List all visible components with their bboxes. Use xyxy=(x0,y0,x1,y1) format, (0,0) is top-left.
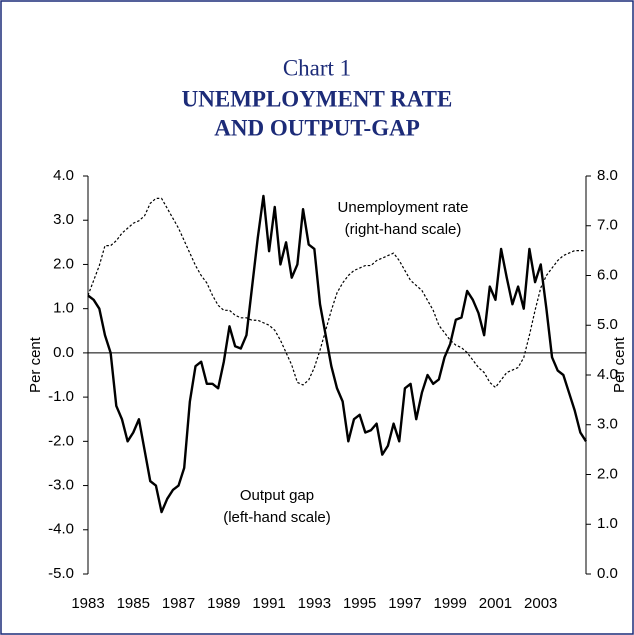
x-tick-label: 2003 xyxy=(524,595,557,612)
series-annotation: Output gap xyxy=(240,487,314,504)
y-tick-label: 1.0 xyxy=(53,300,74,317)
y2-tick-label: 8.0 xyxy=(597,167,618,184)
x-tick-label: 1991 xyxy=(252,595,285,612)
y-axis-label: Per cent xyxy=(27,336,44,393)
y2-tick-label: 5.0 xyxy=(597,316,618,333)
y2-tick-label: 2.0 xyxy=(597,465,618,482)
x-tick-label: 1983 xyxy=(71,595,104,612)
chart-subtitle: AND OUTPUT-GAP xyxy=(214,115,420,140)
x-tick-label: 1995 xyxy=(343,595,376,612)
series-annotation: (right-hand scale) xyxy=(345,221,462,238)
y2-axis-label: Per cent xyxy=(611,336,628,393)
y-tick-label: -5.0 xyxy=(48,565,74,582)
y-tick-label: -4.0 xyxy=(48,521,74,538)
x-tick-label: 1989 xyxy=(207,595,240,612)
x-tick-label: 1999 xyxy=(433,595,466,612)
x-tick-label: 1993 xyxy=(298,595,331,612)
y2-tick-label: 6.0 xyxy=(597,266,618,283)
y2-tick-label: 3.0 xyxy=(597,416,618,433)
x-tick-label: 1997 xyxy=(388,595,421,612)
y2-tick-label: 7.0 xyxy=(597,217,618,234)
y-tick-label: 3.0 xyxy=(53,211,74,228)
y2-tick-label: 4.0 xyxy=(597,366,618,383)
y-tick-label: -1.0 xyxy=(48,388,74,405)
y-tick-label: 0.0 xyxy=(53,344,74,361)
y-tick-label: -3.0 xyxy=(48,477,74,494)
y2-tick-label: 1.0 xyxy=(597,515,618,532)
series-line xyxy=(87,197,586,389)
y-tick-label: -2.0 xyxy=(48,432,74,449)
x-tick-label: 1987 xyxy=(162,595,195,612)
chart-title: Chart 1 xyxy=(283,55,351,80)
y2-tick-label: 0.0 xyxy=(597,565,618,582)
y-tick-label: 4.0 xyxy=(53,167,74,184)
y-tick-label: 2.0 xyxy=(53,255,74,272)
x-tick-label: 1985 xyxy=(117,595,150,612)
chart-subtitle: UNEMPLOYMENT RATE xyxy=(182,86,453,111)
series-annotation: Unemployment rate xyxy=(338,199,469,216)
series-line xyxy=(87,194,588,514)
series-annotation: (left-hand scale) xyxy=(223,509,331,526)
x-tick-label: 2001 xyxy=(479,595,512,612)
